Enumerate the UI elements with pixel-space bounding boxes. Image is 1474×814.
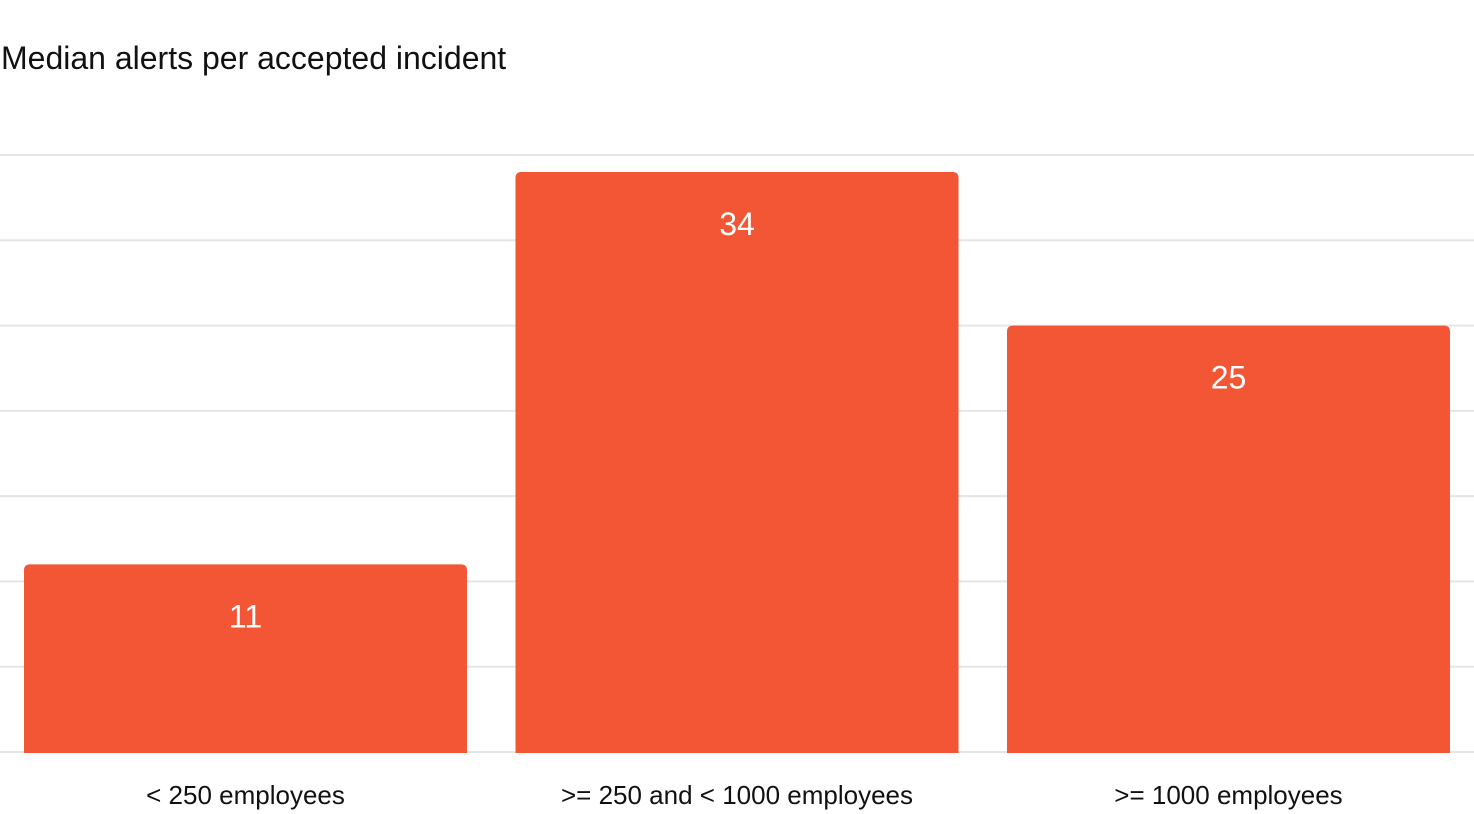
bar <box>515 172 959 754</box>
bar <box>24 564 467 753</box>
data-label: 11 <box>229 598 262 634</box>
x-tick-label: >= 250 and < 1000 employees <box>561 780 913 810</box>
bar <box>1007 325 1450 753</box>
x-tick-label: >= 1000 employees <box>1114 780 1342 810</box>
x-tick-label: < 250 employees <box>146 780 345 810</box>
data-label: 25 <box>1211 360 1247 396</box>
chart-title: Median alerts per accepted incident <box>1 40 507 76</box>
data-label: 34 <box>719 206 755 242</box>
